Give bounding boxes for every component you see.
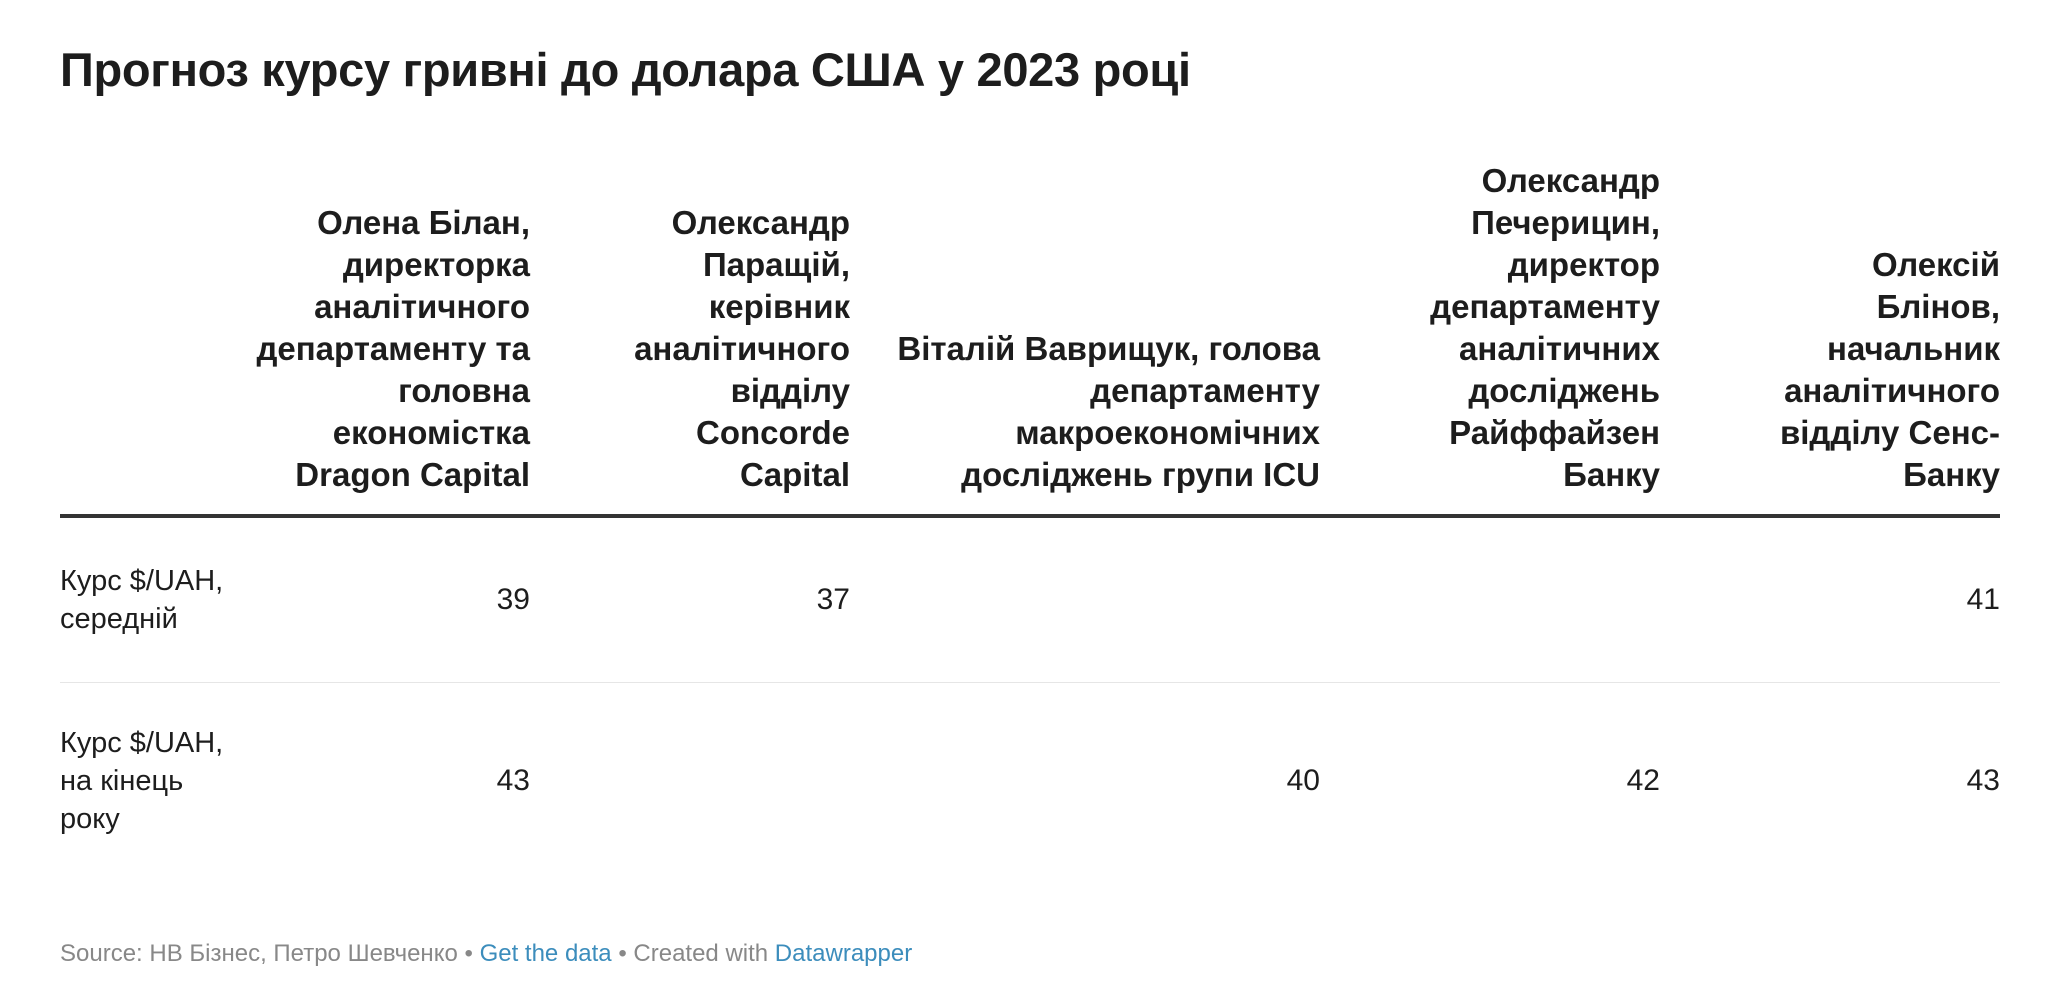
source-text: Source: НВ Бізнес, Петро Шевченко [60, 940, 458, 967]
table-cell: 43 [1966, 764, 2000, 797]
created-with-text: • Created with [611, 940, 775, 967]
footer: Source: НВ Бізнес, Петро Шевченко • Get … [60, 940, 912, 968]
header-text: Олексій Блінов, начальник аналітичного в… [1779, 246, 2000, 493]
header-text: Олександр Паращій, керівник аналітичного… [634, 204, 850, 493]
get-the-data-link[interactable]: Get the data [479, 940, 612, 967]
table-row: Курс $/UAH, на кінець року 43 40 42 43 [60, 683, 2000, 880]
header-text: Олександр Печерицин, директор департамен… [1430, 162, 1660, 493]
table-cell [850, 516, 1320, 683]
table-cell: 41 [1660, 516, 2000, 683]
header-cell-pecherytsyn: Олександр Печерицин, директор департамен… [1320, 160, 1660, 518]
table-cell: 43 [496, 764, 530, 797]
header-text: Віталій Ваврищук, голова департаменту ма… [897, 330, 1320, 493]
table-cell: 40 [1286, 764, 1320, 797]
footer-separator: • [457, 940, 480, 967]
table-cell: 39 [230, 516, 530, 683]
header-cell-bilan: Олена Білан, директорка аналітичного деп… [230, 160, 530, 518]
header-text: Олена Білан, директорка аналітичного деп… [256, 204, 530, 493]
datawrapper-link[interactable]: Datawrapper [774, 940, 913, 967]
header-cell-blinov: Олексій Блінов, начальник аналітичного в… [1660, 160, 2000, 518]
row-label: Курс $/UAH, на кінець року [60, 727, 224, 835]
header-cell-parashchii: Олександр Паращій, керівник аналітичного… [530, 160, 850, 518]
table-cell: 42 [1626, 764, 1660, 797]
header-cell-corner [60, 160, 230, 518]
table-row: Курс $/UAH, середній 39 37 41 [60, 516, 2000, 683]
table-cell: 37 [530, 516, 850, 683]
table-cell [1320, 516, 1660, 683]
chart-title: Прогноз курсу гривні до долара США у 202… [60, 43, 1191, 96]
forecast-table: Олена Білан, директорка аналітичного деп… [60, 160, 2000, 879]
header-cell-vavryshchuk: Віталій Ваврищук, голова департаменту ма… [850, 160, 1320, 518]
row-label: Курс $/UAH, середній [60, 516, 230, 683]
table-cell [530, 683, 850, 880]
header-row: Олена Білан, директорка аналітичного деп… [60, 160, 2000, 518]
